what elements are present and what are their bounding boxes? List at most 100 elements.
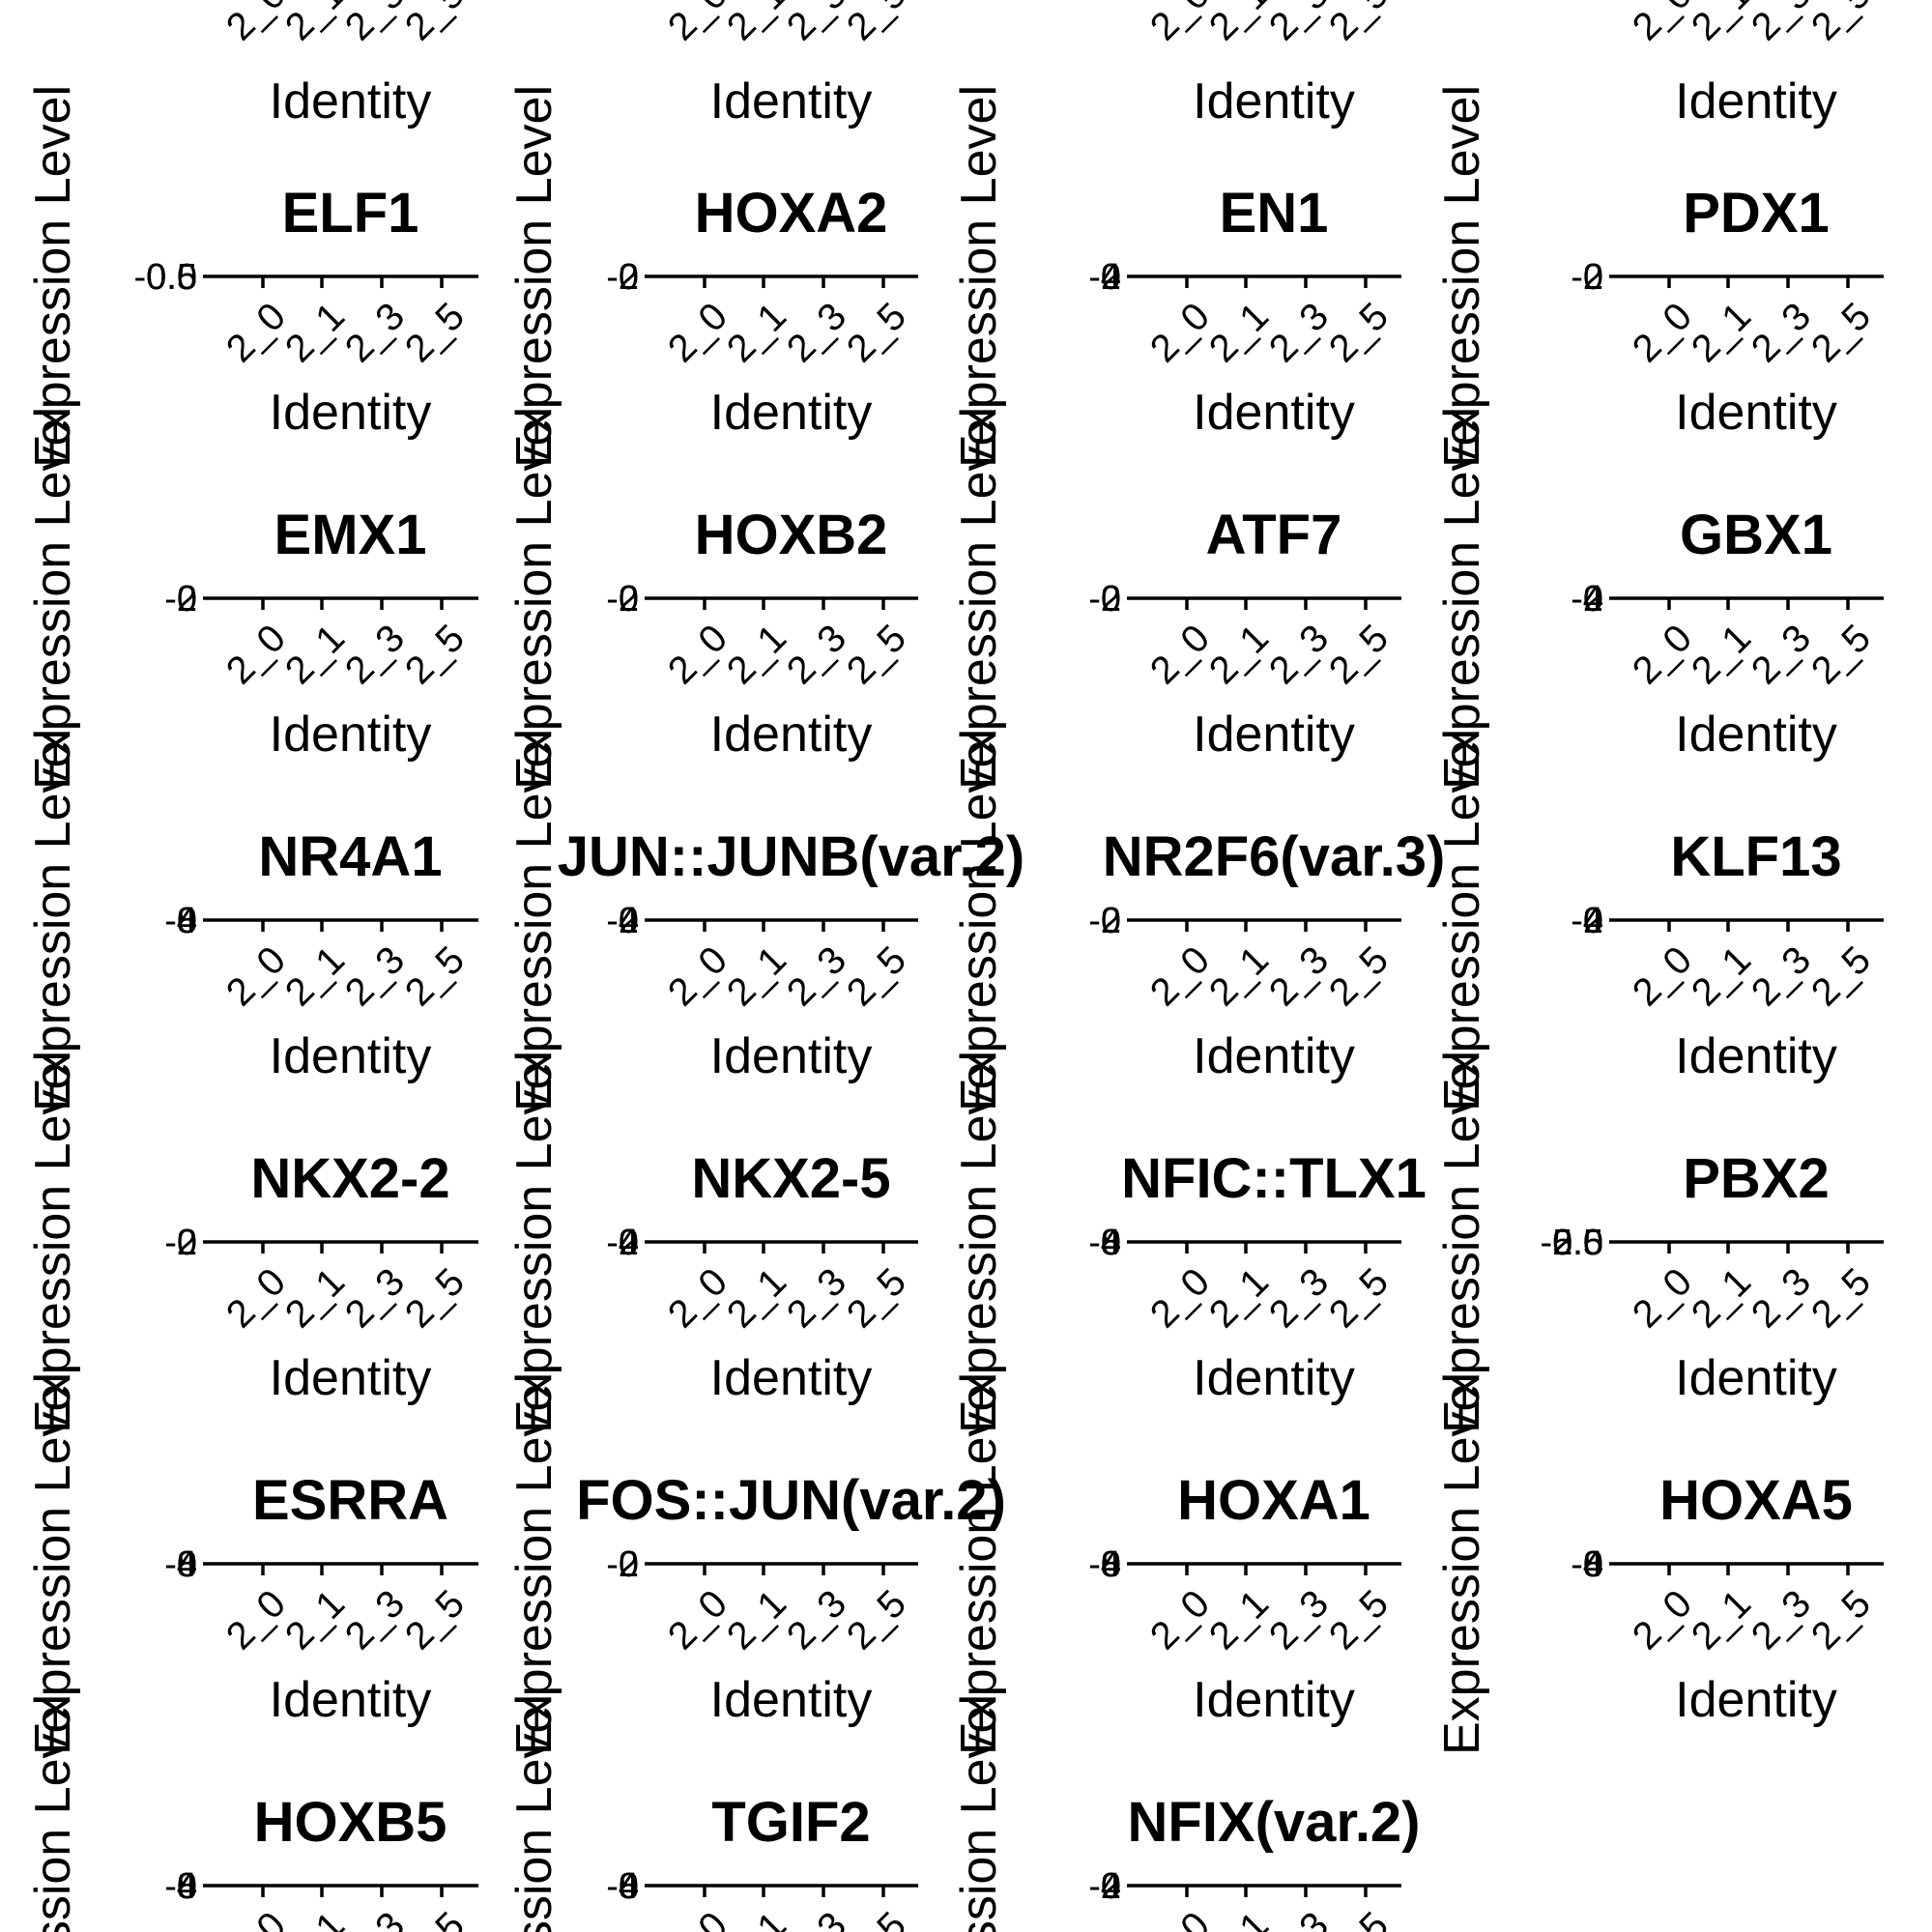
panel-hoxa5: HOXA5-40482_02_12_32_5IdentityExpression… (1434, 1372, 1884, 1755)
panel-pbx2: PBX2-2.50.02.55.02_02_12_32_5IdentityExp… (1434, 1051, 1884, 1433)
x-tick-label: 2_1 (719, 1904, 794, 1932)
panel-title: GBX1 (1680, 504, 1832, 566)
x-tick-label: 2_0 (660, 295, 735, 370)
x-tick-label: 2_0 (1625, 1260, 1700, 1336)
y-tick-label: 4 (619, 901, 639, 941)
panel-title: ESRRA (252, 1469, 448, 1532)
partial-panel-top: 2_02_12_32_5Identity (660, 0, 914, 130)
x-tick-label: 2_1 (1684, 295, 1759, 370)
x-tick-label: 2_3 (337, 295, 413, 370)
x-tick-label: 2_5 (1321, 1904, 1397, 1932)
x-tick-label: 2_0 (1625, 1582, 1700, 1658)
x-tick-label: 2_5 (1803, 295, 1879, 370)
x-tick-label: 2_3 (779, 295, 854, 370)
x-tick-label: 2_1 (1201, 617, 1277, 692)
x-tick-label: 2_0 (218, 295, 294, 370)
y-axis-label: Expression Level (951, 1694, 1007, 1932)
x-axis-label: Identity (1193, 706, 1355, 763)
x-tick-label: 2_3 (337, 1904, 413, 1932)
x-tick-label: 2_0 (660, 617, 735, 692)
x-tick-label: 2_1 (719, 1582, 794, 1658)
panel-hoxb2: HOXB2 -202 2_02_12_32_5 Identity Expression … (506, 407, 918, 790)
x-tick-label: 2_1 (1201, 938, 1277, 1014)
x-tick-label: 2_1 (277, 938, 353, 1014)
y-tick-label: 8 (1101, 1223, 1121, 1263)
x-tick-label: 2_1 (1201, 1582, 1277, 1658)
y-axis-label: Expression Level (1434, 1372, 1490, 1755)
x-tick-label: 2_3 (779, 1904, 854, 1932)
x-tick-label: 2_5 (397, 938, 473, 1014)
x-tick-label: 2_0 (1142, 1582, 1218, 1658)
x-axis-label: Identity (1193, 1028, 1355, 1084)
x-tick-label: 2_1 (1201, 295, 1277, 370)
x-tick-label: 2_3 (779, 938, 854, 1014)
x-tick-label: 2_0 (1142, 617, 1218, 692)
panel-en1: EN1-40242_02_12_32_5IdentityExpression L… (951, 85, 1401, 468)
y-tick-label: 8 (177, 1866, 197, 1907)
panel-pdx1: PDX1 -202 2_02_12_32_5 Identity Expression L… (1434, 85, 1884, 468)
x-tick-label: 2_1 (1201, 1904, 1277, 1932)
x-tick-label: 2_0 (660, 1260, 735, 1336)
x-tick-label: 2_1 (277, 1582, 353, 1658)
x-tick-label: 2_5 (397, 617, 473, 692)
panel-title: HOXB5 (254, 1791, 447, 1854)
x-tick-label: 2_5 (1321, 0, 1397, 48)
x-tick-label: 2_3 (1261, 1260, 1337, 1336)
y-tick-label: 4 (1101, 257, 1121, 298)
x-tick-label: 2_5 (839, 1904, 914, 1932)
x-tick-label: 2_0 (660, 1904, 735, 1932)
x-axis-label: Identity (1193, 73, 1355, 130)
x-axis-label: Identity (1675, 1350, 1837, 1406)
panel-hoxa2: HOXA2-2022_02_12_32_5IdentityExpression … (506, 85, 918, 468)
y-tick-label: 8 (1101, 1544, 1121, 1585)
y-tick-label: 2 (619, 579, 639, 620)
x-tick-label: 2_5 (1321, 1260, 1397, 1336)
x-tick-label: 2_1 (277, 1904, 353, 1932)
x-tick-label: 2_0 (218, 1582, 294, 1658)
x-tick-label: 2_5 (397, 1904, 473, 1932)
x-tick-label: 2_0 (1142, 938, 1218, 1014)
x-tick-label: 2_5 (1321, 1582, 1397, 1658)
x-tick-label: 2_1 (1684, 1260, 1759, 1336)
panel-title: HOXA2 (695, 182, 888, 245)
panel-title: TGIF2 (711, 1791, 870, 1854)
x-tick-label: 2_3 (1261, 1904, 1337, 1932)
panel-title: HOXA1 (1177, 1469, 1370, 1532)
panel-emx1: EMX1 -202 2_02_12_32_5 Identity Expression L… (25, 407, 478, 790)
panel-title: NFIX(var.2) (1128, 1791, 1421, 1854)
x-axis-label: Identity (1675, 385, 1837, 441)
x-tick-label: 2_5 (397, 1260, 473, 1336)
y-tick-label: 2 (619, 257, 639, 298)
x-tick-label: 2_5 (1803, 938, 1879, 1014)
x-axis-label: Identity (710, 706, 873, 763)
panel-title: NKX2-5 (691, 1147, 890, 1210)
panel-title: EN1 (1220, 182, 1329, 245)
x-tick-label: 2_5 (1321, 295, 1397, 370)
y-tick-label: 2 (1583, 257, 1603, 298)
y-tick-label: 2 (1101, 579, 1121, 620)
y-tick-label: 2 (177, 1223, 197, 1263)
x-tick-label: 2_1 (277, 617, 353, 692)
panel-title: ATF7 (1206, 504, 1342, 566)
x-axis-label: Identity (1675, 1028, 1837, 1084)
x-tick-label: 2_5 (839, 0, 914, 48)
panel-fos-jun-var-2-: FOS::JUN(var.2)-2022_02_12_32_5IdentityE… (506, 1372, 1006, 1755)
x-tick-label: 2_0 (218, 617, 294, 692)
x-tick-label: 2_3 (1261, 295, 1337, 370)
panel-title: HOXA5 (1659, 1469, 1853, 1532)
x-axis-label: Identity (270, 1672, 432, 1728)
y-tick-label: 2 (177, 579, 197, 620)
x-axis-label: Identity (1193, 1350, 1355, 1406)
panel-title: ELF1 (282, 182, 419, 245)
x-tick-label: 2_3 (779, 1260, 854, 1336)
x-tick-label: 2_5 (839, 1582, 914, 1658)
x-axis-label: Identity (1675, 1672, 1837, 1728)
y-tick-label: 8 (619, 1866, 639, 1907)
x-axis-label: Identity (710, 73, 873, 130)
x-tick-label: 2_0 (1142, 1260, 1218, 1336)
